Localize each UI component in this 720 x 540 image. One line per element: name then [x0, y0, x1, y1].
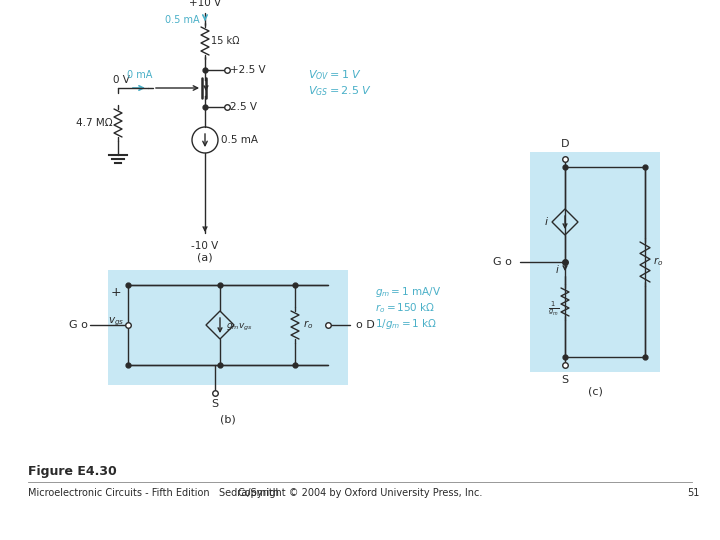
Bar	[108, 270, 348, 385]
Text: $v_{gs}$: $v_{gs}$	[108, 316, 124, 328]
Text: Copyright © 2004 by Oxford University Press, Inc.: Copyright © 2004 by Oxford University Pr…	[238, 488, 482, 498]
Text: -10 V: -10 V	[192, 241, 219, 251]
Text: D: D	[561, 139, 570, 149]
Text: Figure E4.30: Figure E4.30	[28, 465, 117, 478]
Bar	[530, 152, 660, 372]
Text: 2.5 V: 2.5 V	[230, 102, 257, 112]
Text: G o: G o	[493, 257, 512, 267]
Text: $V_{GS} = 2.5$ V: $V_{GS} = 2.5$ V	[308, 84, 372, 98]
Text: $1/g_m = 1$ kΩ: $1/g_m = 1$ kΩ	[375, 317, 437, 331]
Text: i: i	[545, 217, 548, 227]
Text: Microelectronic Circuits - Fifth Edition   Sedra/Smith: Microelectronic Circuits - Fifth Edition…	[28, 488, 279, 498]
Text: (b): (b)	[220, 415, 236, 425]
Text: $r_o$: $r_o$	[303, 319, 313, 332]
Text: S: S	[562, 375, 569, 385]
Text: $i$: $i$	[555, 263, 560, 275]
Text: 0 V: 0 V	[113, 75, 130, 85]
Text: S: S	[212, 399, 219, 409]
Text: 4.7 MΩ: 4.7 MΩ	[76, 118, 113, 128]
Text: $g_m = 1$ mA/V: $g_m = 1$ mA/V	[375, 285, 441, 299]
Text: +2.5 V: +2.5 V	[230, 65, 266, 75]
Text: 51: 51	[688, 488, 700, 498]
Text: $r_o = 150$ kΩ: $r_o = 150$ kΩ	[375, 301, 436, 315]
Text: (c): (c)	[588, 387, 603, 397]
Text: G o: G o	[69, 320, 88, 330]
Text: 0 mA: 0 mA	[127, 70, 153, 80]
Text: $g_m v_{gs}$: $g_m v_{gs}$	[226, 321, 253, 333]
Text: $\frac{1}{g_m}$: $\frac{1}{g_m}$	[548, 299, 559, 317]
Text: +: +	[111, 287, 121, 300]
Text: $V_{OV} = 1$ V: $V_{OV} = 1$ V	[308, 68, 362, 82]
Text: $r_o$: $r_o$	[653, 255, 663, 268]
Text: +10 V: +10 V	[189, 0, 221, 8]
Text: 15 kΩ: 15 kΩ	[211, 36, 240, 46]
Text: 0.5 mA: 0.5 mA	[221, 135, 258, 145]
Text: 0.5 mA: 0.5 mA	[166, 15, 200, 25]
Text: (a): (a)	[197, 252, 213, 262]
Text: o D: o D	[356, 320, 374, 330]
